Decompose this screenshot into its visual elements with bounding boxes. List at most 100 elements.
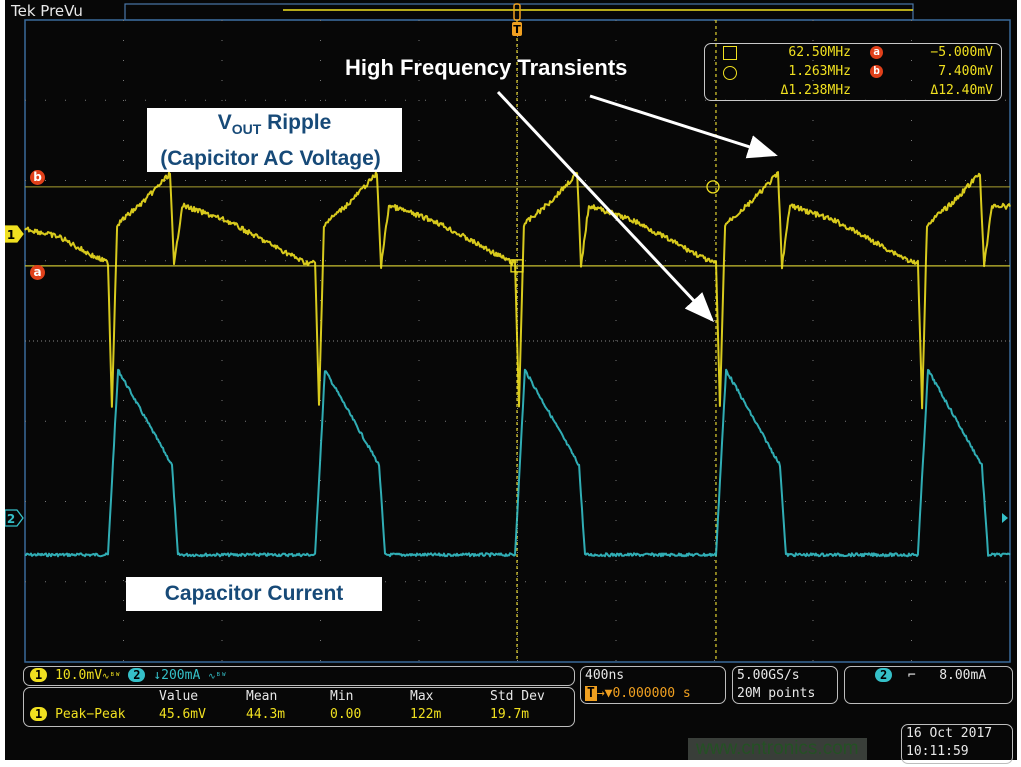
ch1-data-point bbox=[715, 262, 716, 263]
ch1-bw-icon: ∿ᴮᵂ bbox=[102, 672, 121, 682]
current-label: Capacitor Current bbox=[126, 577, 382, 611]
ch2-data-point bbox=[927, 370, 928, 371]
watermark: www.cntronics.com bbox=[688, 738, 867, 760]
circle-cursor-icon bbox=[723, 66, 737, 80]
ch1-data-point bbox=[712, 262, 713, 263]
ch2-data-point bbox=[917, 554, 918, 555]
ch2-data-point bbox=[515, 554, 516, 555]
ch2-data-point bbox=[981, 465, 982, 466]
ch2-data-point bbox=[715, 554, 716, 555]
ripple-label-sub: OUT bbox=[231, 121, 262, 138]
ch2-data-point bbox=[779, 465, 780, 466]
record-view-frame bbox=[124, 3, 914, 21]
ch1-ground-marker-icon bbox=[5, 225, 24, 243]
ch1-data-point bbox=[992, 205, 993, 206]
ch1-data-point bbox=[304, 262, 305, 263]
ch1-data-point bbox=[350, 202, 351, 203]
ch1-data-point bbox=[790, 205, 791, 206]
ch2-data-point bbox=[726, 370, 727, 371]
ch1-data-point bbox=[719, 405, 720, 406]
ch1-badge[interactable]: 1 bbox=[30, 668, 48, 682]
transient-arrow-2 bbox=[589, 94, 778, 159]
ch2-data-point bbox=[24, 554, 25, 555]
datetime-panel: 16 Oct 2017 10:11:59 bbox=[901, 724, 1013, 764]
ch1-data-point bbox=[182, 205, 183, 206]
falling-edge-icon: ⌐ bbox=[907, 668, 916, 683]
ch1-data-point bbox=[778, 173, 779, 174]
cursor-a-marker[interactable]: a bbox=[30, 265, 45, 280]
ch1-scale[interactable]: 10.0mV bbox=[55, 668, 103, 683]
ch1-data-point bbox=[581, 265, 582, 266]
cursor-a-badge: a bbox=[870, 46, 883, 59]
ch1-ground-marker-label: 1 bbox=[7, 228, 15, 242]
ch2-data-point bbox=[172, 465, 173, 466]
ch2-trigger-level-icon bbox=[1002, 513, 1008, 523]
meas-stddev: 19.7m bbox=[490, 707, 530, 722]
meas-header-min: Min bbox=[330, 689, 354, 704]
ch1-data-point bbox=[93, 256, 94, 257]
ch2-data-point bbox=[579, 465, 580, 466]
transients-label: High Frequency Transients bbox=[345, 55, 628, 80]
ch1-data-point bbox=[835, 221, 836, 222]
ch2-data-point bbox=[988, 554, 989, 555]
ripple-label: VOUT Ripple (Capicitor AC Voltage) bbox=[147, 108, 402, 172]
ch2-data-point bbox=[584, 554, 585, 555]
ch2-data-point bbox=[1009, 554, 1010, 555]
record-length: 20M points bbox=[737, 686, 816, 701]
ch1-data-point bbox=[24, 228, 25, 229]
cursor-delta-value: Δ12.40mV bbox=[930, 83, 993, 98]
ch2-badge[interactable]: 2 bbox=[128, 668, 146, 682]
ch1-data-point bbox=[319, 405, 320, 406]
ch2-ground-marker-label: 2 bbox=[7, 512, 15, 526]
ch2-data-point bbox=[785, 554, 786, 555]
trigger-source-badge: 2 bbox=[875, 668, 893, 682]
ch1-data-point bbox=[634, 221, 635, 222]
brand-label: Tek PreVu bbox=[11, 2, 83, 20]
trigger-marker-icon bbox=[512, 22, 522, 36]
delta-freq: Δ1.238MHz bbox=[780, 83, 851, 98]
ch1-data-point bbox=[953, 202, 954, 203]
cursor-a-value: −5.000mV bbox=[930, 45, 993, 60]
ch2-data-point bbox=[177, 554, 178, 555]
scope-display: Tek PreVu T 1 2 VOUT Ripple (Capicitor AC … bbox=[5, 0, 1017, 764]
ch1-data-point bbox=[781, 265, 782, 266]
cursor-b-marker[interactable]: b bbox=[30, 170, 45, 185]
trigger-marker-label: T bbox=[513, 23, 521, 36]
ch1-data-point bbox=[518, 405, 519, 406]
ch1-data-point bbox=[984, 265, 985, 266]
transient-arrow-1 bbox=[496, 90, 715, 323]
meas-value: 45.6mV bbox=[159, 707, 206, 722]
date: 16 Oct 2017 bbox=[906, 726, 993, 741]
ch1-data-point bbox=[979, 173, 980, 174]
ch1-data-point bbox=[434, 221, 435, 222]
circle-freq: 1.263MHz bbox=[788, 64, 851, 79]
ch2-ground-marker-icon bbox=[5, 509, 24, 527]
timebase-panel[interactable]: 400ns T →▼0.000000 s bbox=[580, 666, 726, 704]
ch2-data-point bbox=[524, 370, 525, 371]
ch1-data-point bbox=[922, 405, 923, 406]
cursor-b-value: 7.400mV bbox=[938, 64, 993, 79]
ch2-data-point bbox=[324, 370, 325, 371]
ch1-data-point bbox=[512, 262, 513, 263]
ch1-data-point bbox=[59, 237, 60, 238]
trigger-position-icon: T bbox=[585, 686, 597, 701]
ch1-data-point bbox=[117, 224, 118, 225]
ch2-data-point bbox=[385, 554, 386, 555]
ch1-data-point bbox=[1009, 206, 1010, 207]
acquisition-panel[interactable]: 5.00GS/s 20M points bbox=[732, 666, 838, 704]
ch1-data-point bbox=[227, 221, 228, 222]
cursor-b-badge: b bbox=[870, 65, 883, 78]
ripple-label-rest: Ripple bbox=[261, 111, 332, 134]
measurement-panel[interactable]: Value Mean Min Max Std Dev 1 Peak−Peak 4… bbox=[23, 687, 575, 727]
ch1-data-point bbox=[323, 224, 324, 225]
ch1-data-point bbox=[912, 262, 913, 263]
ch1-voltage-trace bbox=[24, 171, 1011, 410]
ch1-data-point bbox=[588, 205, 589, 206]
meas-name: Peak−Peak bbox=[55, 707, 126, 722]
ch2-scale[interactable]: ↓200mA bbox=[153, 668, 201, 683]
trigger-panel[interactable]: 2 ⌐ 8.00mA bbox=[844, 666, 1013, 704]
channel-scale-bar[interactable]: 1 10.0mV∿ᴮᵂ 2 ↓200mA ∿ᴮᵂ bbox=[23, 666, 575, 686]
ch1-data-point bbox=[107, 262, 108, 263]
ch1-data-point bbox=[388, 205, 389, 206]
